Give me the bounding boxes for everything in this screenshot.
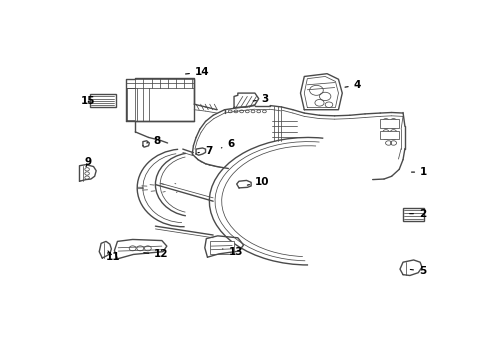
Text: 8: 8 <box>147 136 160 146</box>
Text: 1: 1 <box>412 167 427 177</box>
Text: 2: 2 <box>410 209 426 219</box>
Text: 10: 10 <box>247 177 270 187</box>
Text: 5: 5 <box>410 266 426 276</box>
FancyBboxPatch shape <box>90 94 116 107</box>
FancyBboxPatch shape <box>380 131 399 139</box>
Text: 14: 14 <box>186 67 210 77</box>
Text: 3: 3 <box>253 94 269 104</box>
Text: 15: 15 <box>81 96 96 107</box>
Text: 4: 4 <box>345 80 361 90</box>
FancyBboxPatch shape <box>403 208 424 221</box>
Text: 11: 11 <box>106 251 121 262</box>
Text: 12: 12 <box>144 249 169 260</box>
Text: 13: 13 <box>222 247 243 257</box>
FancyBboxPatch shape <box>380 120 399 128</box>
Text: 9: 9 <box>85 157 92 167</box>
Text: 6: 6 <box>221 139 234 149</box>
Text: 7: 7 <box>198 146 212 156</box>
FancyBboxPatch shape <box>210 242 234 254</box>
